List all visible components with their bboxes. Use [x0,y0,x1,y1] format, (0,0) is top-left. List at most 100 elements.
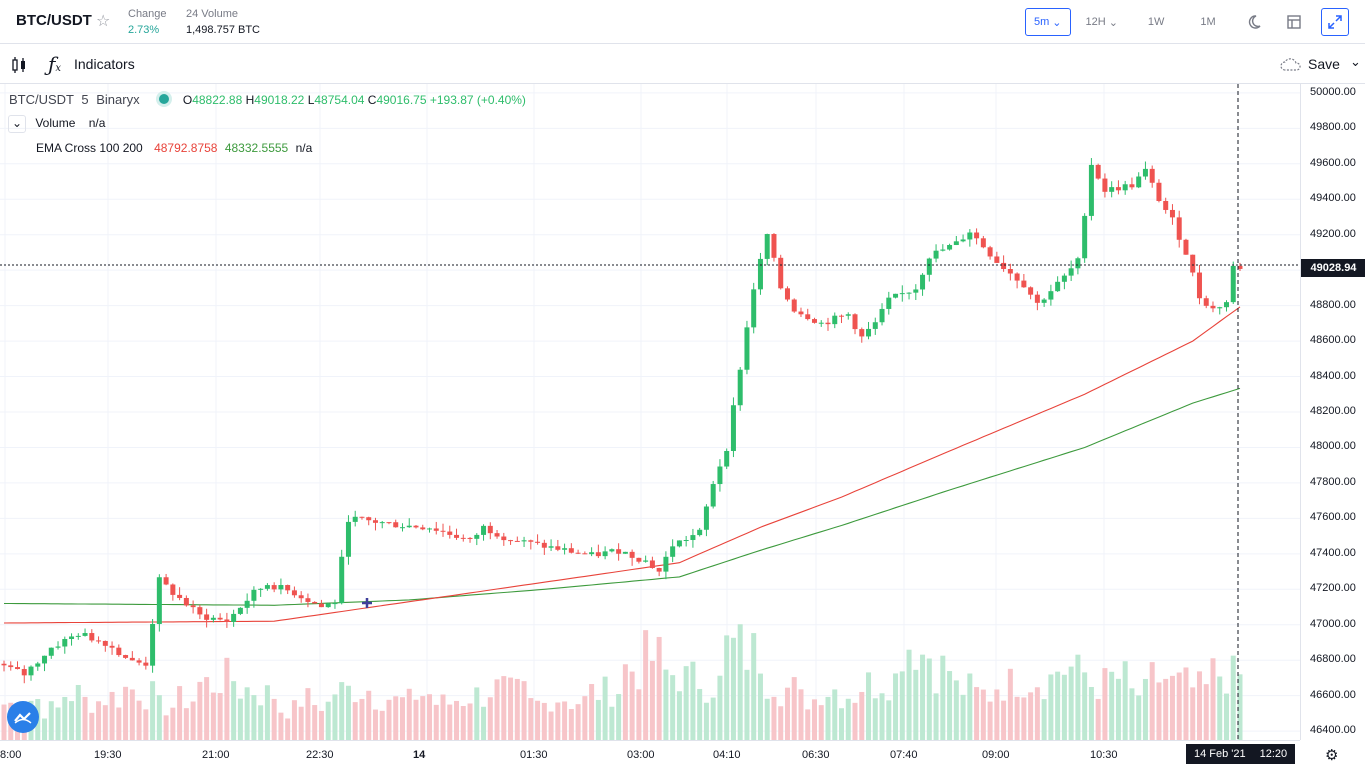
legend-ohlc: O48822.88 H49018.22 L48754.04 C49016.75 … [182,93,526,107]
volume-bar [420,696,426,740]
save-button[interactable]: Save [1308,56,1340,72]
fullscreen-icon[interactable] [1321,8,1349,36]
candle-body [1149,168,1155,183]
timeframe-5m[interactable]: 5m ⌄ [1025,8,1071,36]
candle-body [55,646,61,648]
top-bar: BTC/USDT ☆ Change 2.73% 24 Volume 1,498.… [0,0,1365,44]
volume-bar [447,704,453,740]
candle-body [670,546,676,557]
collapse-chevron-icon[interactable]: ⌄ [8,115,26,133]
volume-bar [1075,654,1081,740]
candle-body [899,293,905,295]
candle-body [562,548,568,550]
timeframe-group: 5m ⌄ 12H ⌄ 1W 1M [1025,8,1237,36]
candle-body [8,665,14,668]
volume-bar [1217,676,1223,740]
candle-body [163,577,169,585]
settings-icon[interactable]: ⚙ [1325,747,1339,764]
volume-bar [818,705,824,740]
volume-bar [325,701,331,740]
candle-body [960,239,966,242]
candle-body [1041,299,1047,303]
candle-body [744,327,750,370]
volume-bar [1014,696,1020,740]
candle-body [190,605,196,608]
indicators-button[interactable]: Indicators [74,56,135,72]
timeframe-1m[interactable]: 1M [1200,16,1216,28]
chevron-down-icon[interactable]: ⌄ [1350,54,1361,69]
price-axis[interactable]: 50000.00 49800.00 49600.00 49400.00 49200.00… [1300,84,1365,740]
price-tick: 47800.00 [1310,475,1356,488]
volume-bar [595,699,601,740]
candle-body [352,516,358,522]
timeframe-12h[interactable]: 12H ⌄ [1085,16,1118,29]
candle-body [920,274,926,290]
candle-body [947,245,953,250]
volume-bar [305,688,311,740]
volume-bar [291,700,297,740]
candle-body [1217,307,1223,309]
candle-body [474,534,480,539]
time-tick: 04:10 [713,749,741,761]
volume-bar [994,689,1000,740]
volume-bar [913,669,919,740]
logo-icon[interactable] [7,701,39,733]
volume-bar [629,671,635,740]
timeframe-1w[interactable]: 1W [1147,16,1165,28]
volume-bar [312,705,318,740]
candle-body [508,540,514,542]
volume-bar [210,692,216,740]
volume-bar [1196,671,1202,740]
volume-legend-label: Volume [35,116,76,131]
time-tick: 8:00 [0,749,22,761]
ema-fast-line [3,306,1241,624]
candle-body [724,450,730,467]
candle-body [1196,272,1202,299]
volume-bar [197,681,203,740]
volume-bar [609,706,615,740]
volume-bar [528,698,534,740]
candle-body [879,308,885,323]
layout-icon[interactable] [1280,8,1308,36]
price-chart[interactable] [0,84,1300,740]
candle-body [656,567,662,572]
time-tick: 14 [413,749,426,761]
volume-bar [129,689,135,740]
candle-body [69,636,75,640]
candle-type-icon[interactable] [10,56,28,79]
price-tick: 46800.00 [1310,653,1356,666]
volume-bar [1007,668,1013,740]
candle-body [886,297,892,309]
dark-mode-icon[interactable] [1240,8,1268,36]
candle-body [312,601,318,604]
chevron-down-icon: ⌄ [1108,16,1118,29]
volume-bar [237,698,243,740]
price-tick: 49400.00 [1310,192,1356,205]
volume-bar [474,687,480,740]
volume-bar [406,688,412,740]
candle-body [994,256,1000,263]
volume-bar [89,712,95,740]
volume-bar [784,687,790,740]
candle-body [129,657,135,661]
volume-bar [251,695,257,740]
volume-bar [413,699,419,740]
candle-body [1034,294,1040,303]
volume-bar [521,681,527,740]
candle-body [730,405,736,451]
star-icon[interactable]: ☆ [96,13,111,30]
candle-body [940,249,946,251]
candle-body [778,257,784,289]
volume-bar [980,689,986,740]
ema-na: n/a [295,141,313,155]
candle-body [460,537,466,539]
volume-bar [1109,671,1115,740]
volume-bar [926,658,932,740]
time-axis[interactable]: 8:00 19:30 21:00 22:30 14 01:30 03:00 04:10 06:3… [0,740,1300,767]
volume-bar [1115,678,1121,740]
pair-title[interactable]: BTC/USDT [16,12,92,29]
candle-body [339,556,345,604]
volume-bar [62,696,68,740]
candle-body [933,250,939,259]
candle-body [501,536,507,541]
